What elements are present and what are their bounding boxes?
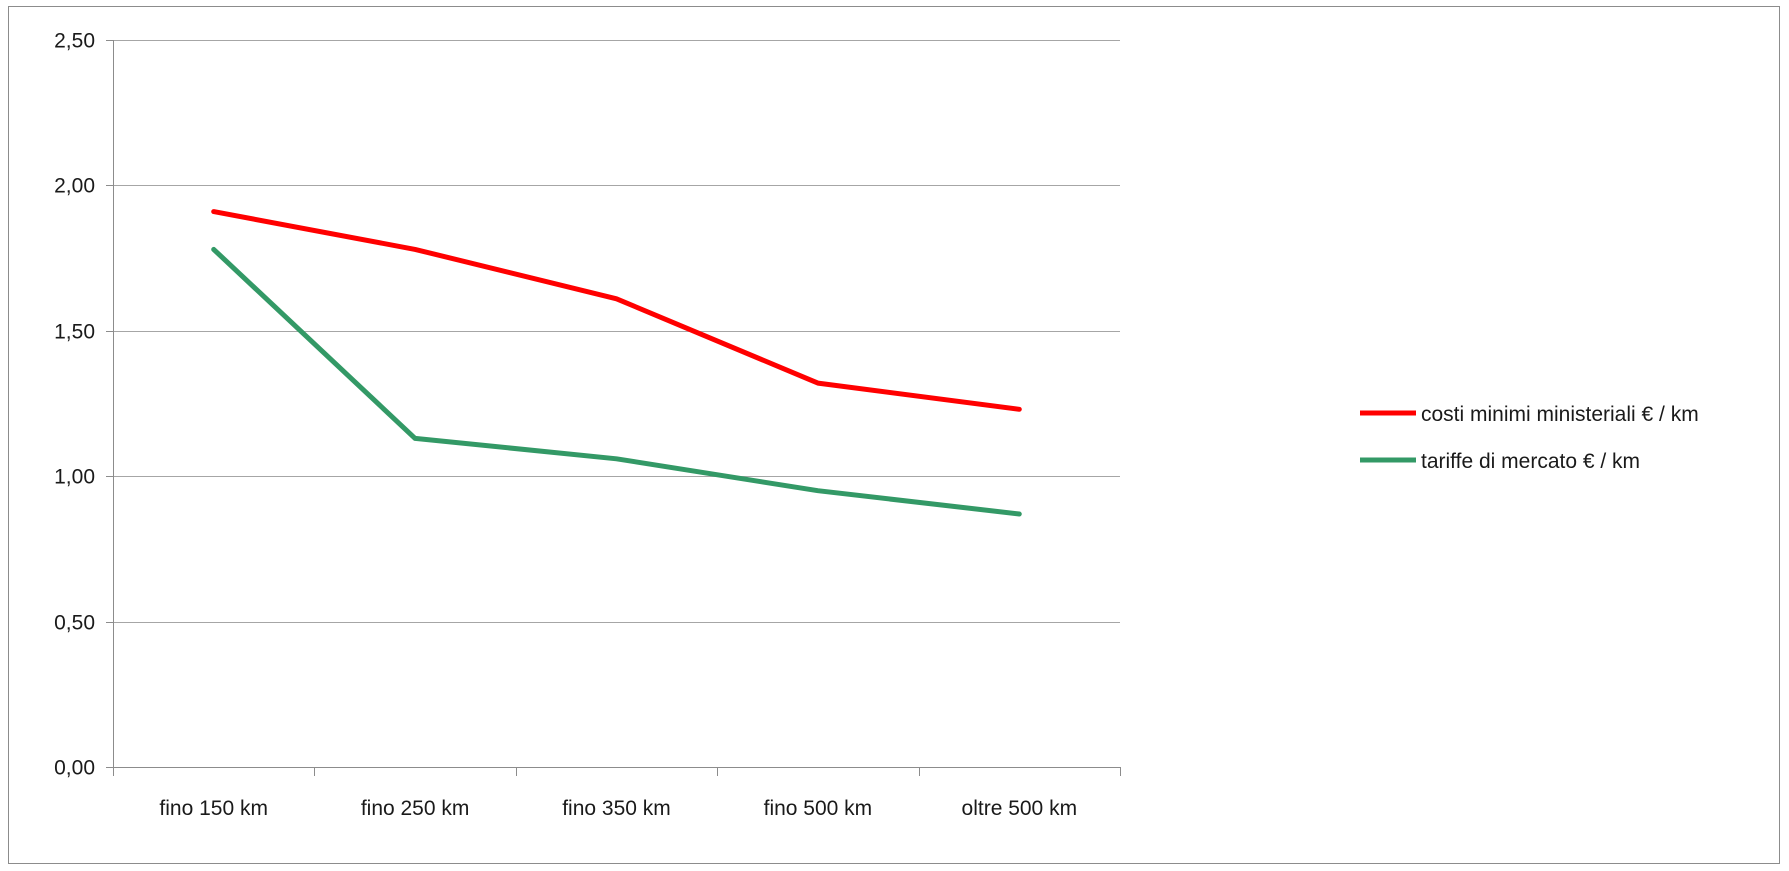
chart-area bbox=[8, 6, 1780, 864]
legend-label: costi minimi ministeriali € / km bbox=[1421, 403, 1699, 426]
y-tick-label: 1,50 bbox=[54, 321, 95, 344]
x-tick-label: oltre 500 km bbox=[962, 797, 1078, 820]
x-axis-tick-labels: fino 150 km fino 250 km fino 350 km fino 50… bbox=[159, 797, 1077, 820]
y-tick-label: 1,00 bbox=[54, 466, 95, 489]
x-tick-label: fino 350 km bbox=[562, 797, 671, 820]
axes bbox=[106, 40, 1121, 776]
x-tick-label: fino 250 km bbox=[361, 797, 470, 820]
gridlines bbox=[113, 40, 1120, 623]
series-lines bbox=[211, 209, 1022, 517]
legend: costi minimi ministeriali € / km tariffe … bbox=[1360, 403, 1699, 473]
y-tick-label: 0,00 bbox=[54, 757, 95, 780]
x-tick-label: fino 500 km bbox=[764, 797, 873, 820]
y-tick-label: 0,50 bbox=[54, 612, 95, 635]
series-line-1 bbox=[211, 209, 1022, 412]
x-tick-label: fino 150 km bbox=[159, 797, 268, 820]
y-tick-label: 2,00 bbox=[54, 175, 95, 198]
y-axis-tick-labels: 0,00 0,50 1,00 1,50 2,00 2,50 bbox=[54, 30, 95, 780]
series-line-2 bbox=[211, 246, 1022, 517]
legend-label: tariffe di mercato € / km bbox=[1421, 450, 1640, 473]
y-tick-label: 2,50 bbox=[54, 30, 95, 53]
